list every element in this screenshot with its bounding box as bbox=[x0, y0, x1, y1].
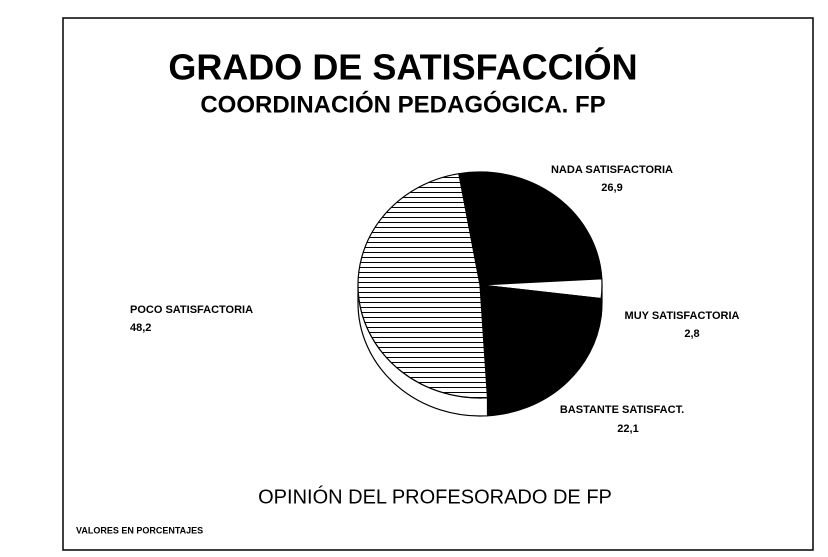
pie-slice bbox=[357, 173, 489, 399]
chart-subtitle: COORDINACIÓN PEDAGÓGICA. FP bbox=[200, 90, 605, 118]
value-label: 2,8 bbox=[684, 328, 699, 340]
slice-label: BASTANTE SATISFACT. bbox=[560, 404, 684, 416]
value-label: 22,1 bbox=[617, 423, 638, 435]
caption: OPINIÓN DEL PROFESORADO DE FP bbox=[258, 485, 612, 508]
chart-title: GRADO DE SATISFACCIÓN bbox=[168, 46, 637, 88]
pie-slice bbox=[458, 171, 603, 286]
frame bbox=[62, 17, 814, 551]
note: VALORES EN PORCENTAJES bbox=[76, 525, 203, 535]
slice-label: MUY SATISFACTORIA bbox=[625, 310, 740, 322]
slice-label: POCO SATISFACTORIA bbox=[130, 304, 253, 316]
value-label: 26,9 bbox=[601, 182, 622, 194]
pie-slice bbox=[479, 284, 602, 399]
slice-label: NADA SATISFACTORIA bbox=[551, 164, 673, 176]
value-label: 48,2 bbox=[130, 322, 151, 334]
